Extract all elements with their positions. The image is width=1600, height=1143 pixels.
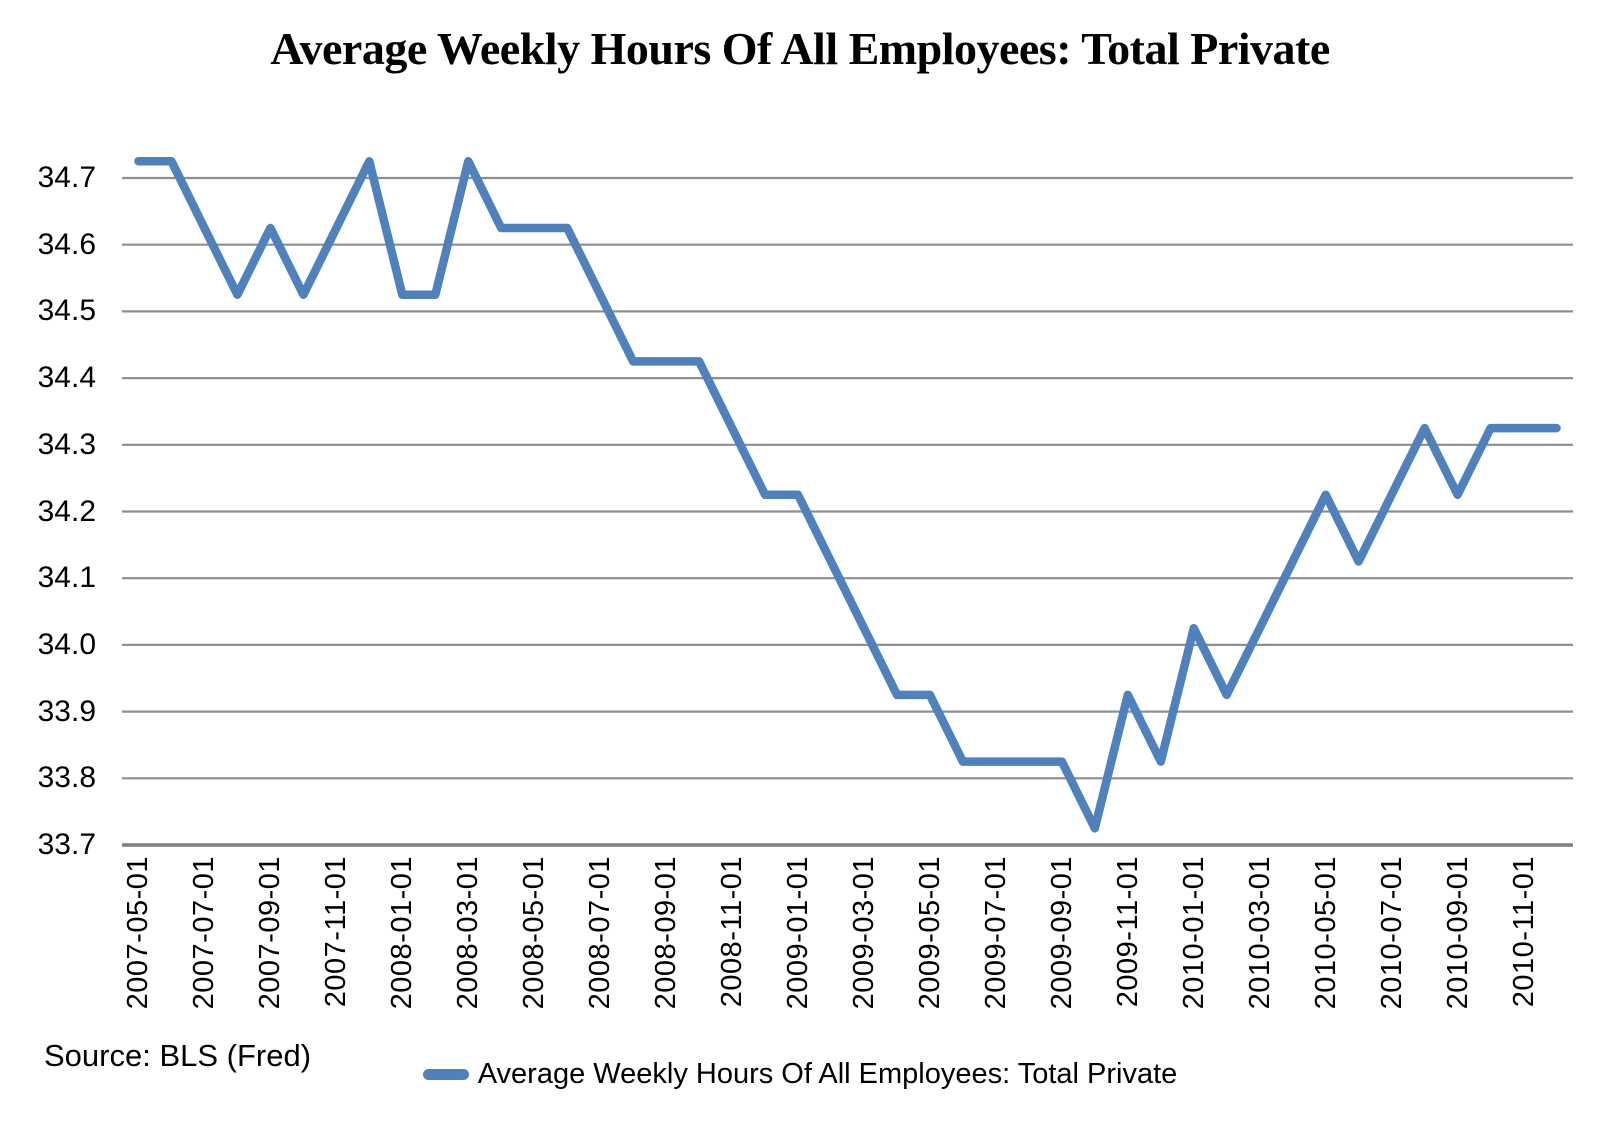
y-axis-label: 34.6 bbox=[37, 227, 96, 261]
y-axis-label: 34.0 bbox=[37, 627, 96, 661]
source-note: Source: BLS (Fred) bbox=[44, 1038, 312, 1073]
data-line-total-private bbox=[134, 157, 1561, 833]
x-axis-label: 2007-11-01 bbox=[320, 856, 353, 1008]
x-axis-label: 2009-03-01 bbox=[847, 856, 880, 1010]
x-axis-label: 2008-05-01 bbox=[518, 856, 551, 1010]
y-axis-label: 34.3 bbox=[37, 427, 96, 461]
y-axis-label: 34.4 bbox=[37, 361, 96, 395]
x-axis-label: 2009-05-01 bbox=[913, 856, 946, 1010]
x-axis-label: 2009-11-01 bbox=[1111, 856, 1144, 1008]
x-axis-label: 2010-05-01 bbox=[1309, 856, 1342, 1010]
y-axis-label: 34.2 bbox=[37, 494, 96, 528]
x-axis-label: 2009-07-01 bbox=[979, 856, 1012, 1010]
y-axis-label: 33.9 bbox=[37, 694, 96, 728]
legend-label: Average Weekly Hours Of All Employees: T… bbox=[477, 1058, 1178, 1090]
x-axis-label: 2010-01-01 bbox=[1177, 856, 1210, 1010]
legend-line-swatch bbox=[422, 1069, 469, 1080]
x-axis-label: 2008-01-01 bbox=[386, 856, 419, 1010]
x-axis-label: 2007-05-01 bbox=[122, 856, 155, 1010]
x-axis-label: 2010-09-01 bbox=[1441, 856, 1474, 1010]
x-axis-label: 2008-07-01 bbox=[584, 856, 617, 1010]
chart-title: Average Weekly Hours Of All Employees: T… bbox=[270, 23, 1330, 74]
x-axis-label: 2010-07-01 bbox=[1375, 856, 1408, 1010]
x-axis-label: 2009-09-01 bbox=[1045, 856, 1078, 1010]
y-axis-label: 33.8 bbox=[37, 761, 96, 795]
x-axis-label: 2008-09-01 bbox=[650, 856, 683, 1010]
x-axis-label: 2009-01-01 bbox=[782, 856, 815, 1010]
y-axis-label: 34.7 bbox=[37, 161, 96, 194]
x-axis-label: 2007-07-01 bbox=[188, 856, 221, 1010]
y-axis-label: 34.5 bbox=[37, 294, 96, 328]
y-axis-label: 34.1 bbox=[37, 561, 96, 595]
y-axis-label: 33.7 bbox=[37, 828, 96, 861]
x-axis-label: 2008-11-01 bbox=[716, 856, 749, 1008]
x-axis-label: 2007-09-01 bbox=[254, 856, 287, 1010]
x-axis-label: 2010-03-01 bbox=[1243, 856, 1276, 1010]
x-axis-label: 2008-03-01 bbox=[452, 856, 485, 1010]
x-axis-label: 2010-11-01 bbox=[1507, 856, 1540, 1008]
legend: Average Weekly Hours Of All Employees: T… bbox=[0, 1058, 1600, 1091]
